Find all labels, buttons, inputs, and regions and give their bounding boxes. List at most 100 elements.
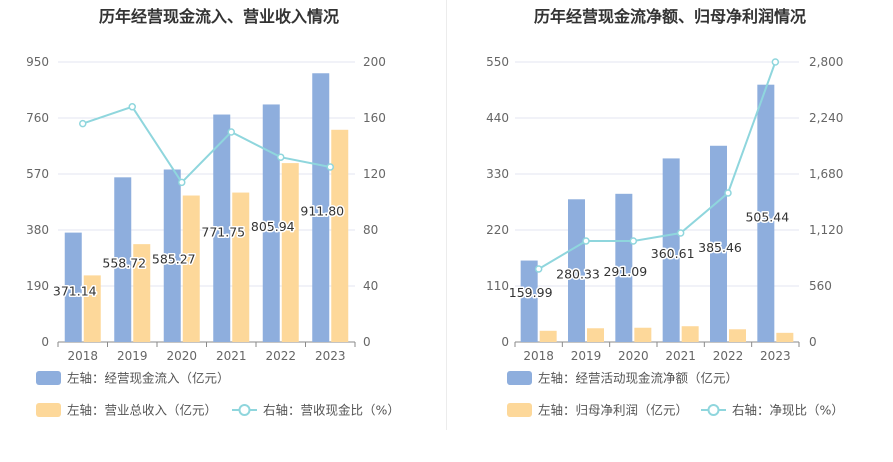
- bar-secondary: [681, 326, 699, 342]
- x-axis-category-label: 2019: [117, 349, 148, 363]
- legend-swatch: [507, 371, 532, 385]
- legend-line-marker: [707, 404, 720, 416]
- bar-secondary: [634, 327, 652, 342]
- bar-primary: [662, 158, 680, 342]
- left-axis-tick-label: 220: [486, 223, 509, 237]
- bar-primary: [710, 145, 727, 342]
- bar-secondary: [539, 330, 557, 342]
- bar-secondary: [587, 328, 604, 342]
- bar-primary: [568, 199, 585, 342]
- ratio-line-point: [277, 153, 285, 161]
- chart-left-svg: 历年经营现金流入、营业收入情况 0 0 190 40 380 80 570 120 760 160 9…: [26, 7, 400, 418]
- right-axis-tick-label: 2,800: [809, 55, 843, 69]
- ratio-line-point: [771, 58, 780, 66]
- x-axis-category-label: 2021: [665, 349, 696, 363]
- ratio-line: [538, 61, 777, 270]
- bar-primary: [520, 260, 538, 342]
- legend-swatch: [36, 403, 61, 417]
- legend-swatch: [36, 371, 61, 385]
- bar-primary: [262, 104, 280, 342]
- x-axis-category-label: 2019: [571, 349, 602, 363]
- bar-data-label: 385.46: [698, 240, 742, 255]
- bar-data-label: 558.72: [102, 256, 146, 271]
- legend-label: 左轴：营业总收入（亿元）: [67, 403, 217, 418]
- bar-primary: [757, 84, 775, 342]
- left-axis-tick-label: 330: [486, 167, 509, 181]
- left-axis-tick-label: 110: [486, 279, 509, 293]
- ratio-line: [82, 105, 331, 184]
- x-axis-category-label: 2020: [618, 349, 649, 363]
- chart-title: 历年经营现金流入、营业收入情况: [99, 7, 339, 26]
- right-axis-tick-label: 560: [809, 279, 832, 293]
- right-axis-tick-label: 2,240: [809, 111, 843, 125]
- ratio-line-point: [534, 265, 543, 273]
- bar-primary: [163, 169, 181, 342]
- right-axis-tick-label: 200: [363, 55, 386, 69]
- legend-label: 右轴：净现比（%）: [732, 403, 844, 418]
- bar-data-label: 371.14: [53, 283, 97, 298]
- ratio-line-point: [178, 178, 186, 187]
- bar-secondary: [232, 192, 250, 342]
- right-axis-tick-label: 80: [363, 223, 378, 237]
- legend-swatch: [507, 403, 532, 417]
- right-axis-tick-label: 0: [809, 335, 817, 349]
- bar-data-label: 360.61: [651, 246, 695, 261]
- x-axis-category-label: 2022: [713, 349, 744, 363]
- left-axis-tick-label: 0: [41, 335, 49, 349]
- bar-secondary: [133, 244, 151, 342]
- chart-title: 历年经营现金流净额、归母净利润情况: [534, 7, 806, 26]
- bar-secondary: [776, 332, 794, 342]
- ratio-line-point: [128, 103, 136, 111]
- right-axis-tick-label: 0: [363, 335, 371, 349]
- ratio-line-point: [724, 189, 732, 197]
- x-axis-category-label: 2018: [67, 349, 98, 363]
- legend-label: 左轴：经营活动现金流净额（亿元）: [538, 371, 738, 386]
- left-axis-tick-label: 190: [26, 279, 49, 293]
- bar-data-label: 505.44: [745, 209, 789, 224]
- bar-primary: [312, 73, 330, 343]
- bar-data-label: 805.94: [251, 219, 295, 234]
- left-axis-tick-label: 950: [26, 55, 49, 69]
- legend-label: 左轴：经营现金流入（亿元）: [67, 371, 230, 386]
- right-axis-tick-label: 160: [363, 111, 386, 125]
- left-axis-tick-label: 570: [26, 167, 49, 181]
- x-axis-category-label: 2022: [265, 349, 296, 363]
- legend-label: 左轴：归母净利润（亿元）: [538, 403, 688, 418]
- panel-divider: [446, 0, 447, 430]
- x-axis-category-label: 2020: [166, 349, 197, 363]
- x-axis-category-label: 2023: [315, 349, 346, 363]
- legend-line-marker: [238, 404, 251, 416]
- left-axis-tick-label: 550: [486, 55, 509, 69]
- bar-secondary: [182, 195, 200, 342]
- x-axis-category-label: 2023: [760, 349, 791, 363]
- chart-right-svg: 历年经营现金流净额、归母净利润情况 0 0 110 560 220 1,120 330 1,68…: [486, 7, 844, 418]
- chart-panel-left: 历年经营现金流入、营业收入情况 0 0 190 40 380 80 570 120 760 160 9…: [0, 0, 447, 458]
- ratio-line-point: [79, 119, 87, 128]
- bar-secondary: [331, 129, 349, 342]
- x-axis-category-label: 2018: [523, 349, 554, 363]
- ratio-line-point: [676, 229, 685, 237]
- bar-primary: [64, 232, 82, 342]
- bar-data-label: 771.75: [201, 224, 245, 239]
- bar-primary: [213, 114, 231, 343]
- bar-data-label: 911.80: [300, 204, 344, 219]
- x-axis-category-label: 2021: [216, 349, 247, 363]
- legend-label: 右轴：营收现金比（%）: [263, 403, 400, 418]
- left-axis-tick-label: 380: [26, 223, 49, 237]
- ratio-line-point: [629, 237, 638, 245]
- right-axis-tick-label: 120: [363, 167, 386, 181]
- right-axis-tick-label: 1,680: [809, 167, 843, 181]
- bar-secondary: [83, 275, 101, 342]
- right-axis-tick-label: 40: [363, 279, 378, 293]
- bar-primary: [114, 177, 132, 342]
- left-axis-tick-label: 440: [486, 111, 509, 125]
- left-axis-tick-label: 760: [26, 111, 49, 125]
- bar-secondary: [281, 163, 299, 342]
- bar-data-label: 291.09: [603, 264, 647, 279]
- ratio-line-point: [227, 128, 235, 136]
- chart-panel-right: 历年经营现金流净额、归母净利润情况 0 0 110 560 220 1,120 330 1,68…: [447, 0, 893, 458]
- bar-primary: [615, 193, 633, 342]
- bar-secondary: [729, 329, 746, 342]
- bar-data-label: 585.27: [152, 252, 196, 267]
- right-axis-tick-label: 1,120: [809, 223, 843, 237]
